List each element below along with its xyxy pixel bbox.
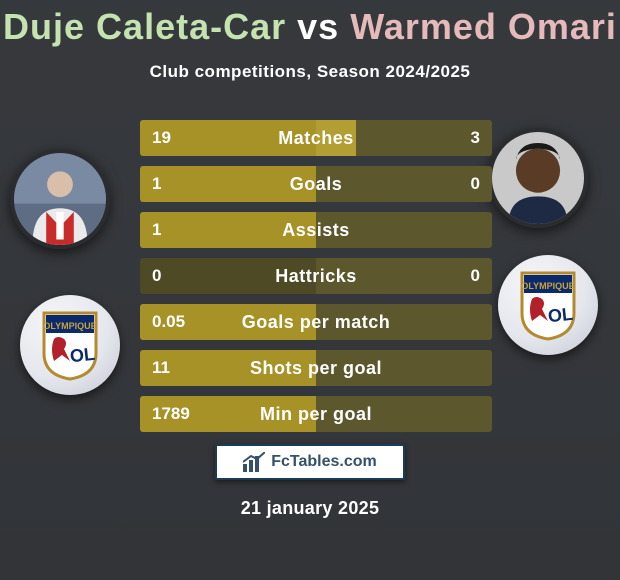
bar-fill-right [316,120,356,156]
chart-icon [243,452,265,472]
stat-row: 11Shots per goal [140,350,492,386]
lyon-crest-icon: OLYMPIQUE OL [40,309,100,381]
bar-fill-left [140,120,316,156]
bar-bg-left [140,258,316,294]
comparison-bars: 193Matches 10Goals 1Assists 00Hattricks 0.05… [140,120,492,442]
bar-fill-left [140,212,316,248]
title-player2: Warmed Omari [350,6,617,47]
svg-text:OLYMPIQUE: OLYMPIQUE [521,281,574,291]
player2-avatar [488,128,588,228]
bar-bg-right [316,258,492,294]
svg-text:OLYMPIQUE: OLYMPIQUE [43,321,96,331]
svg-text:OL: OL [547,304,574,327]
bar-bg-right [316,212,492,248]
bar-fill-left [140,166,316,202]
title-vs: vs [286,6,350,47]
bar-bg-right [316,304,492,340]
bar-fill-left [140,304,316,340]
footer-date: 21 january 2025 [0,498,620,519]
player1-avatar [10,149,110,249]
bar-fill-left [140,350,316,386]
stat-row: 1789Min per goal [140,396,492,432]
player-photo-placeholder [14,153,106,245]
stat-row: 193Matches [140,120,492,156]
player2-club-crest: OLYMPIQUE OL [498,255,598,355]
lyon-crest-icon: OLYMPIQUE OL [518,269,578,341]
bar-bg-right [316,350,492,386]
stat-row: 0.05Goals per match [140,304,492,340]
player-photo-placeholder [492,132,584,224]
stat-row: 1Assists [140,212,492,248]
page-title: Duje Caleta-Car vs Warmed Omari [0,6,620,48]
brand-badge: FcTables.com [215,444,405,480]
svg-text:OL: OL [69,344,96,367]
title-player1: Duje Caleta-Car [3,6,286,47]
comparison-card: Duje Caleta-Car vs Warmed Omari Club com… [0,0,620,580]
player1-club-crest: OLYMPIQUE OL [20,295,120,395]
brand-label: FcTables.com [271,453,377,471]
bar-bg-right [316,396,492,432]
bar-bg-right [316,166,492,202]
stat-row: 10Goals [140,166,492,202]
subtitle: Club competitions, Season 2024/2025 [0,62,620,82]
stat-row: 00Hattricks [140,258,492,294]
bar-fill-left [140,396,316,432]
